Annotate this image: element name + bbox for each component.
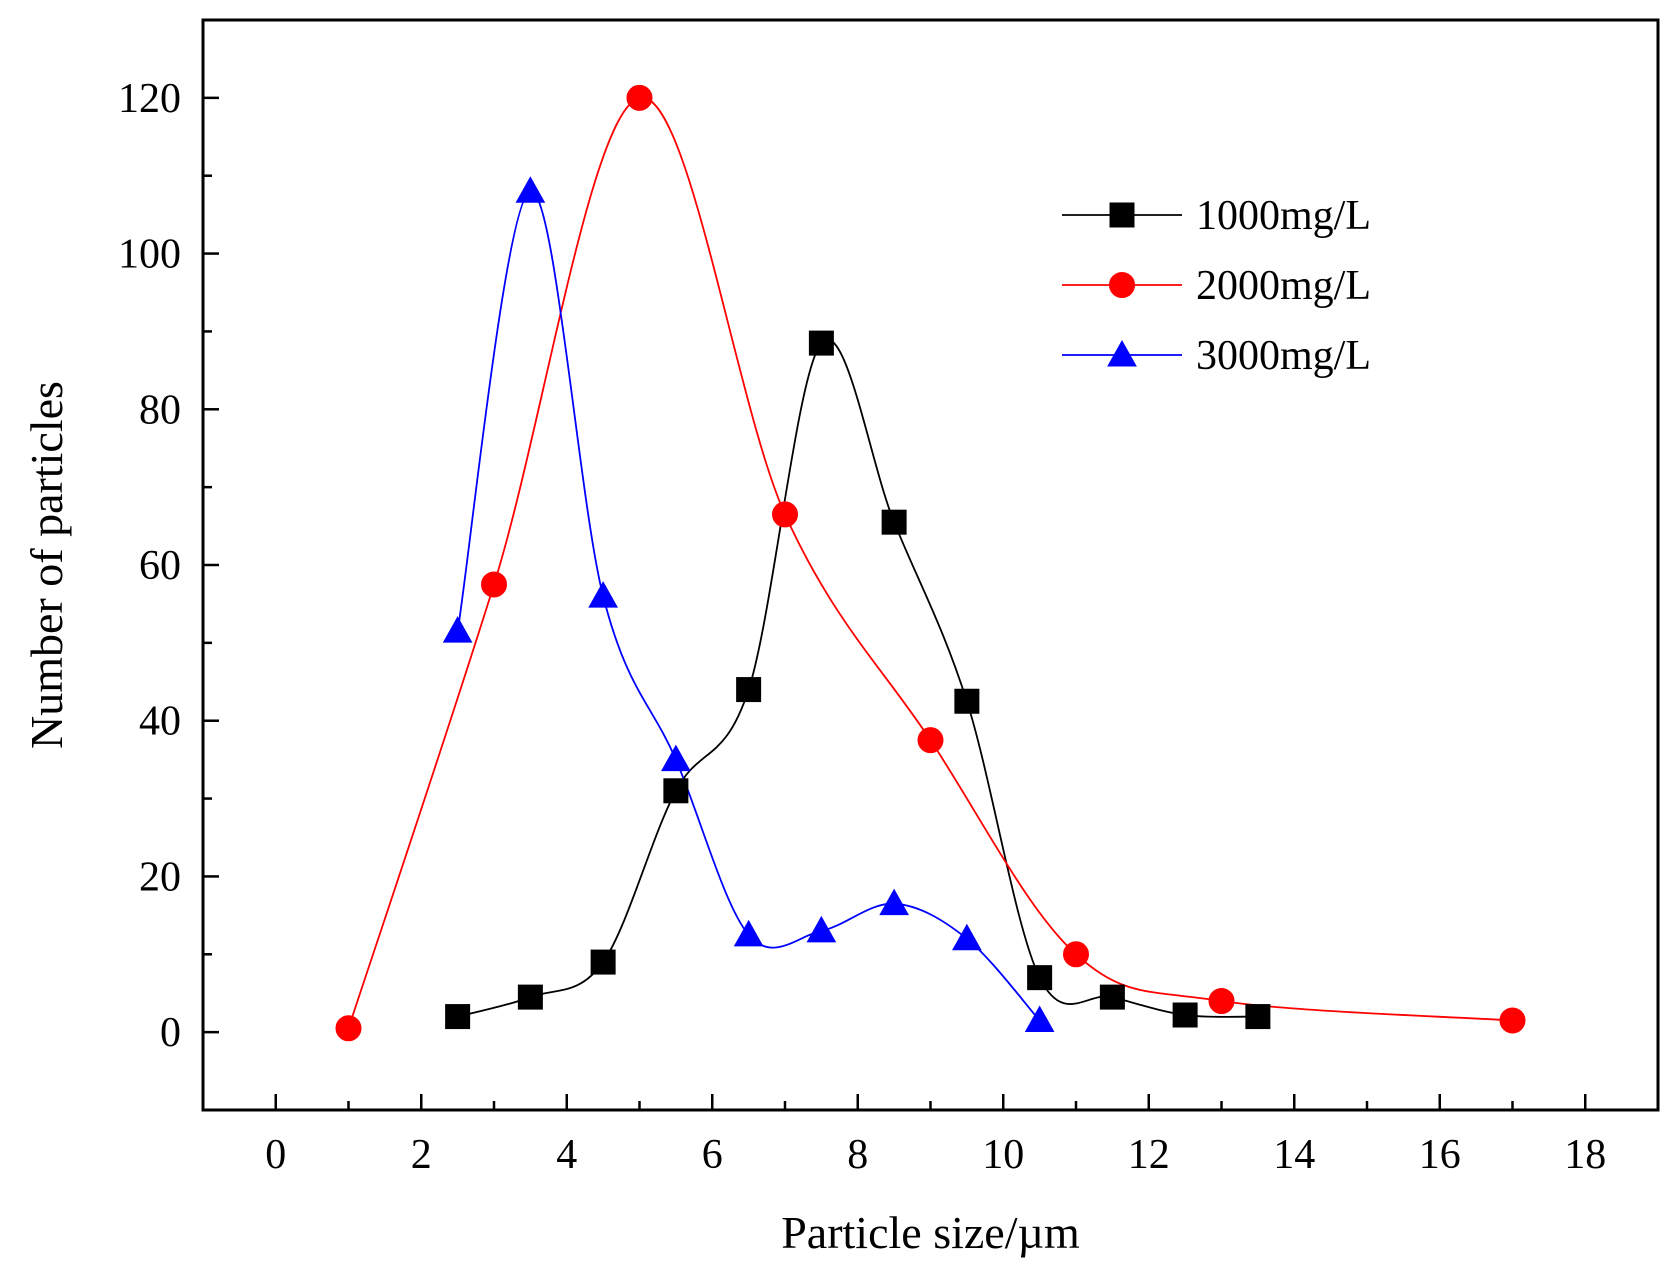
- plot-frame: [201, 18, 1660, 1112]
- x-tick-label: 18: [1564, 1132, 1606, 1178]
- series-1-point: [1027, 965, 1053, 991]
- x-tick-label: 16: [1419, 1132, 1461, 1178]
- series-1-point: [445, 1004, 471, 1030]
- x-axis-ticks: 0 2 4 6 8 10 12 14 16 18: [265, 1094, 1606, 1178]
- series-3-point: [588, 581, 618, 608]
- legend-label-2: 2000mg/L: [1196, 263, 1371, 309]
- series-2-point: [335, 1015, 362, 1042]
- series-1-point: [1245, 1004, 1271, 1030]
- x-tick-label: 2: [411, 1132, 432, 1178]
- series-2-point: [917, 727, 944, 754]
- series-3-point: [806, 915, 837, 943]
- series-2-point: [481, 571, 507, 598]
- y-axis-ticks: 0 20 40 60 80 100 120: [118, 18, 219, 1112]
- series-3-point: [515, 176, 546, 203]
- y-axis-title: Number of particles: [21, 381, 72, 749]
- legend-label-3: 3000mg/L: [1196, 333, 1371, 379]
- series-1-point: [1099, 984, 1125, 1010]
- series-2-point: [626, 84, 653, 111]
- series-3-point: [1024, 1005, 1055, 1032]
- series-3-point: [442, 616, 473, 643]
- series-2-point: [1063, 941, 1089, 968]
- series-2-point: [1208, 988, 1235, 1014]
- series-line-1: [457, 338, 1258, 1018]
- series-1-point: [1172, 1002, 1198, 1028]
- legend-marker-2: [1109, 272, 1135, 298]
- y-tick-label: 80: [139, 387, 181, 433]
- x-axis-title: Particle size/µm: [781, 1207, 1080, 1258]
- x-tick-label: 14: [1273, 1132, 1315, 1178]
- series-3-point: [952, 923, 982, 951]
- x-tick-label: 12: [1128, 1132, 1170, 1178]
- legend-marker-1: [1109, 202, 1135, 228]
- series-2-point: [772, 501, 798, 528]
- series-3-point: [879, 888, 909, 916]
- y-tick-label: 100: [118, 232, 181, 278]
- x-tick-label: 0: [265, 1132, 286, 1178]
- series-1-point: [808, 330, 834, 356]
- legend: 1000mg/L 2000mg/L 3000mg/L: [1062, 193, 1371, 379]
- series-1-point: [954, 688, 980, 714]
- y-tick-label: 20: [139, 854, 181, 900]
- series-3-point: [733, 919, 764, 947]
- series-2-point: [1499, 1007, 1526, 1034]
- y-tick-label: 60: [139, 543, 181, 589]
- legend-label-1: 1000mg/L: [1196, 193, 1371, 239]
- legend-marker-3: [1107, 339, 1137, 367]
- x-tick-label: 10: [982, 1132, 1024, 1178]
- x-tick-label: 4: [556, 1132, 577, 1178]
- series-markers: [335, 84, 1526, 1042]
- series-1-point: [881, 509, 907, 535]
- series-1-point: [590, 949, 616, 975]
- series-1-point: [736, 677, 762, 703]
- x-tick-label: 6: [702, 1132, 723, 1178]
- series-line-3: [456, 190, 1041, 1022]
- series-1-point: [663, 778, 689, 804]
- series-3-point: [661, 744, 691, 772]
- y-tick-label: 120: [118, 76, 181, 122]
- series-1-point: [517, 984, 543, 1010]
- x-tick-label: 8: [847, 1132, 868, 1178]
- y-tick-label: 0: [160, 1010, 181, 1056]
- y-tick-label: 40: [139, 699, 181, 745]
